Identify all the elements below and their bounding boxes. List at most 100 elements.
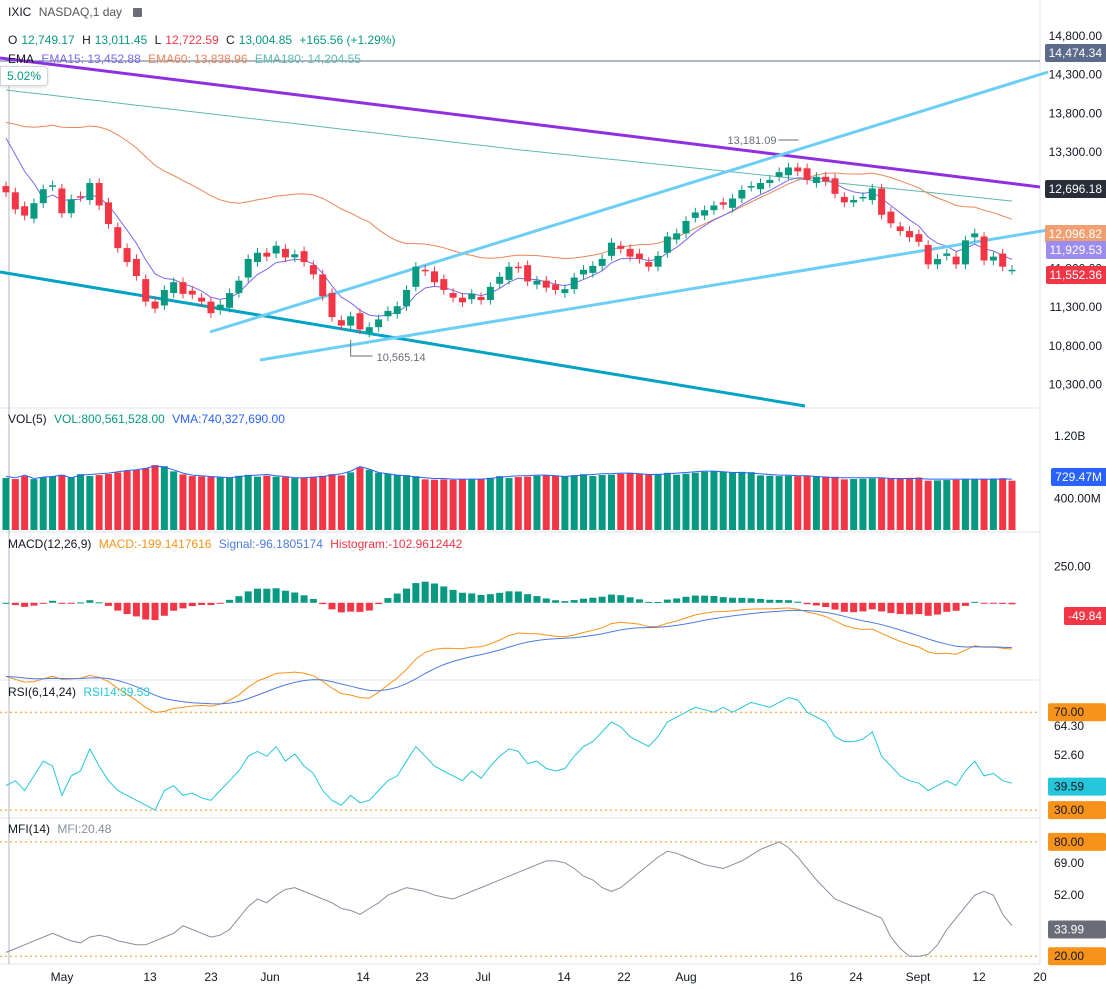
candle-body: [244, 258, 252, 278]
price-tick: 10,300.00: [1049, 378, 1103, 392]
volume-bar: [570, 475, 578, 530]
macd-histogram-bar: [216, 602, 224, 604]
candle-body: [738, 189, 746, 199]
legend-toggle-icon[interactable]: [133, 8, 143, 18]
volume-bar: [365, 469, 373, 530]
macd-histogram-bar: [691, 595, 699, 603]
macd-histogram-bar: [58, 602, 66, 604]
candle-body: [542, 280, 550, 288]
macd-histogram-bar: [21, 602, 29, 607]
time-tick: 16: [789, 970, 803, 984]
rsi-title: RSI(6,14,24): [8, 685, 77, 699]
volume-bar: [626, 473, 634, 530]
macd-histogram-bar: [906, 602, 914, 615]
volume-bar: [151, 465, 159, 530]
macd-histogram-bar: [151, 602, 159, 621]
macd-histogram-bar: [933, 602, 941, 615]
macd-histogram-bar: [729, 597, 737, 603]
volume-bar: [58, 474, 66, 530]
volume-bar: [906, 477, 914, 530]
volume-bar: [477, 478, 485, 530]
candle-body: [319, 274, 327, 297]
symbol-legend[interactable]: IXIC NASDAQ,1 day: [8, 5, 146, 19]
candle-body: [906, 231, 914, 238]
volume-bar: [412, 476, 420, 530]
macd-histogram-bar: [784, 600, 792, 603]
price-box-trendline: 12,696.18: [1044, 180, 1106, 198]
macd-title: MACD(12,26,9): [8, 537, 92, 551]
volume-tick: 1.20B: [1054, 429, 1085, 443]
volume-bar: [952, 479, 960, 530]
macd-histogram-bar: [421, 581, 429, 603]
candle-body: [235, 280, 243, 294]
symbol-name: IXIC: [8, 5, 32, 19]
candle-body: [524, 265, 532, 282]
macd-histogram-bar: [375, 602, 383, 605]
candle-body: [868, 188, 876, 201]
change-value: +165.56 (+1.29%): [299, 33, 396, 47]
mfi-tick: 80.00: [1054, 835, 1084, 849]
macd-histogram-bar: [1008, 602, 1016, 605]
trendline-purple: [0, 56, 1041, 189]
macd-histogram-bar: [542, 598, 550, 603]
macd-histogram-bar: [449, 589, 457, 603]
price-box-ema15: 11,929.53: [1045, 241, 1106, 259]
macd-histogram-bar: [11, 602, 19, 606]
time-tick: Aug: [675, 970, 696, 984]
volume-bar: [142, 468, 150, 530]
candle-body: [95, 183, 103, 206]
volume-bar: [160, 466, 168, 530]
macd-histogram-bar: [179, 602, 187, 609]
volume-bar: [440, 479, 448, 530]
price-tick: 13,300.00: [1049, 145, 1103, 159]
volume-bar: [170, 471, 178, 530]
time-tick: May: [51, 970, 74, 984]
volume-bar: [468, 479, 476, 530]
volume-bar: [291, 478, 299, 530]
macd-histogram-bar: [589, 597, 597, 603]
volume-bar: [207, 476, 215, 530]
macd-histogram-bar: [524, 594, 532, 603]
volume-bar: [77, 474, 85, 530]
candle-body: [533, 280, 541, 285]
macd-histogram-bar: [794, 601, 802, 603]
macd-histogram-bar: [384, 598, 392, 603]
volume-bar: [607, 474, 615, 530]
price-box-last: 11,552.36: [1045, 266, 1106, 284]
volume-bar: [598, 475, 606, 530]
volume-bar: [104, 474, 112, 530]
volume-bar: [384, 473, 392, 530]
volume-bar: [30, 479, 38, 530]
candle-body: [654, 255, 662, 267]
candle-body: [207, 301, 215, 314]
ema-legend: EMA EMA15: 13,452.88 EMA60: 13,838.96 EM…: [8, 52, 365, 66]
macd-histogram-bar: [95, 602, 103, 604]
rsi-legend: RSI(6,14,24) RSI14:39.53: [8, 685, 154, 699]
time-tick: 24: [849, 970, 863, 984]
candle-body: [943, 253, 951, 256]
volume-bar: [458, 479, 466, 530]
candle-body: [458, 297, 466, 303]
volume-title: VOL(5): [8, 412, 47, 426]
candle-body: [552, 284, 560, 290]
macd-histogram-bar: [123, 602, 131, 615]
vma-line: [5, 465, 1012, 480]
volume-bar: [309, 476, 317, 530]
histogram-value: Histogram:-102.9612442: [330, 537, 463, 551]
macd-histogram-bar: [403, 588, 411, 603]
macd-legend: MACD(12,26,9) MACD:-199.1417616 Signal:-…: [8, 537, 466, 551]
volume-bar: [235, 475, 243, 530]
price-tick: 11,300.00: [1050, 300, 1103, 314]
candle-body: [999, 253, 1007, 267]
candle-body: [142, 279, 150, 302]
macd-histogram-bar: [812, 602, 820, 606]
volume-bar: [989, 478, 997, 530]
candle-body: [933, 258, 941, 265]
macd-histogram-bar: [803, 602, 811, 605]
open-value: 12,749.17: [21, 33, 75, 47]
volume-bar: [775, 476, 783, 530]
volume-bar: [961, 479, 969, 530]
candle-body: [328, 293, 336, 318]
candle-body: [356, 313, 364, 330]
